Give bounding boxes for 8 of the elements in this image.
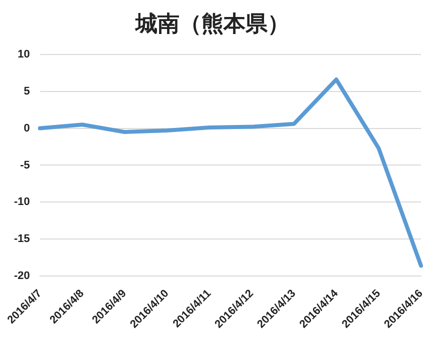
- y-tick-label: -10: [14, 196, 30, 208]
- y-tick-label: -20: [14, 270, 30, 282]
- y-tick-label: 10: [18, 48, 30, 60]
- y-tick-label: 0: [24, 122, 30, 134]
- y-tick-label: -15: [14, 233, 30, 246]
- y-tick-label: 5: [24, 85, 30, 98]
- y-tick-label: -5: [20, 159, 30, 172]
- chart-title: 城南（熊本県）: [134, 12, 290, 37]
